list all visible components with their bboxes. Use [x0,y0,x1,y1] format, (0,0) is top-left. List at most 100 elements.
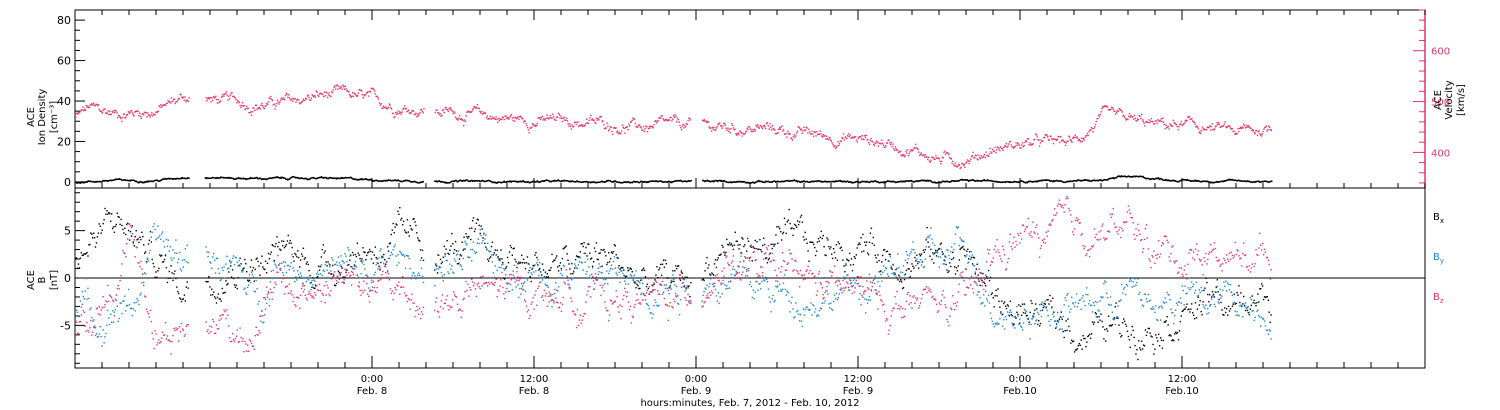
bx-point [732,248,735,251]
bx-point [797,223,800,226]
bx-point [440,262,443,265]
velocity-point [278,103,280,105]
velocity-point [1092,131,1094,133]
velocity-point [975,154,978,157]
velocity-point [357,92,360,94]
density-point [321,176,323,179]
bx-point [1020,314,1023,316]
bx-point [184,300,186,302]
velocity-point [941,156,944,159]
velocity-point [243,105,245,107]
density-point [298,177,300,180]
velocity-point [643,130,645,133]
by-point [570,278,572,280]
by-point [355,266,358,268]
bx-point [809,241,811,243]
velocity-point [883,146,885,148]
bx-point [642,269,644,271]
velocity-point [1178,126,1180,128]
bx-point [843,265,845,267]
bx-point [564,246,566,248]
velocity-point [1026,138,1029,140]
by-point [520,293,522,295]
velocity-point [632,117,634,119]
velocity-point [226,94,228,96]
velocity-point [177,99,179,101]
velocity-point [1225,126,1227,128]
bx-point [406,219,409,221]
bx-point [1203,289,1205,291]
bx-point [458,258,461,260]
by-point [280,267,282,270]
velocity-point [308,96,310,99]
velocity-point [870,137,872,140]
velocity-point [128,112,130,114]
density-point [1049,180,1052,182]
velocity-point [317,94,319,96]
velocity-point [1265,125,1268,127]
bx-point [624,275,626,277]
by-point [527,271,530,274]
velocity-point [220,100,222,102]
by-point [316,273,318,275]
bx-point [436,265,438,267]
velocity-point [711,126,714,129]
bx-point [1266,296,1268,298]
velocity-point [684,126,687,128]
velocity-point [615,127,617,129]
velocity-point [931,156,933,158]
density-point [1238,180,1241,182]
velocity-point [509,116,511,118]
density-point [1078,179,1081,182]
velocity-point [1237,128,1239,130]
velocity-point [563,116,565,118]
density-point [379,180,381,182]
by-point [240,277,242,279]
velocity-point [848,135,850,138]
velocity-point [1151,120,1153,123]
bx-point [761,250,763,253]
bx-point [230,276,233,278]
velocity-point [837,141,839,143]
bx-point [377,262,379,265]
velocity-point [898,151,901,153]
velocity-point [710,127,712,129]
bx-point [475,222,478,224]
bx-point [253,280,255,282]
bx-point [705,262,707,264]
velocity-point [322,93,324,96]
bx-point [1202,301,1204,303]
velocity-point [225,91,228,93]
velocity-point [495,116,497,118]
velocity-point [284,94,287,97]
bx-point [449,249,451,251]
bx-point [369,250,372,253]
by-point [473,250,476,253]
bx-point [599,252,601,254]
velocity-point [1102,106,1104,108]
bx-point [932,252,934,254]
bx-point [1100,313,1102,315]
bx-point [254,268,256,271]
by-point [406,255,409,257]
density-point [910,179,912,182]
density-point [968,180,970,182]
velocity-point [259,108,262,110]
bx-point [738,248,740,250]
velocity-point [1140,117,1142,120]
velocity-point [302,98,304,100]
bx-point [407,231,409,233]
velocity-point [571,124,573,126]
bx-point [575,255,578,257]
velocity-point [881,142,884,144]
by-point [589,275,591,277]
velocity-point [258,106,261,109]
bx-point [903,278,906,281]
velocity-point [646,126,648,128]
by-point [219,279,221,282]
velocity-point [638,124,641,126]
density-point [883,181,885,183]
bx-point [1149,332,1151,334]
velocity-point [754,130,756,132]
velocity-point [749,128,752,130]
